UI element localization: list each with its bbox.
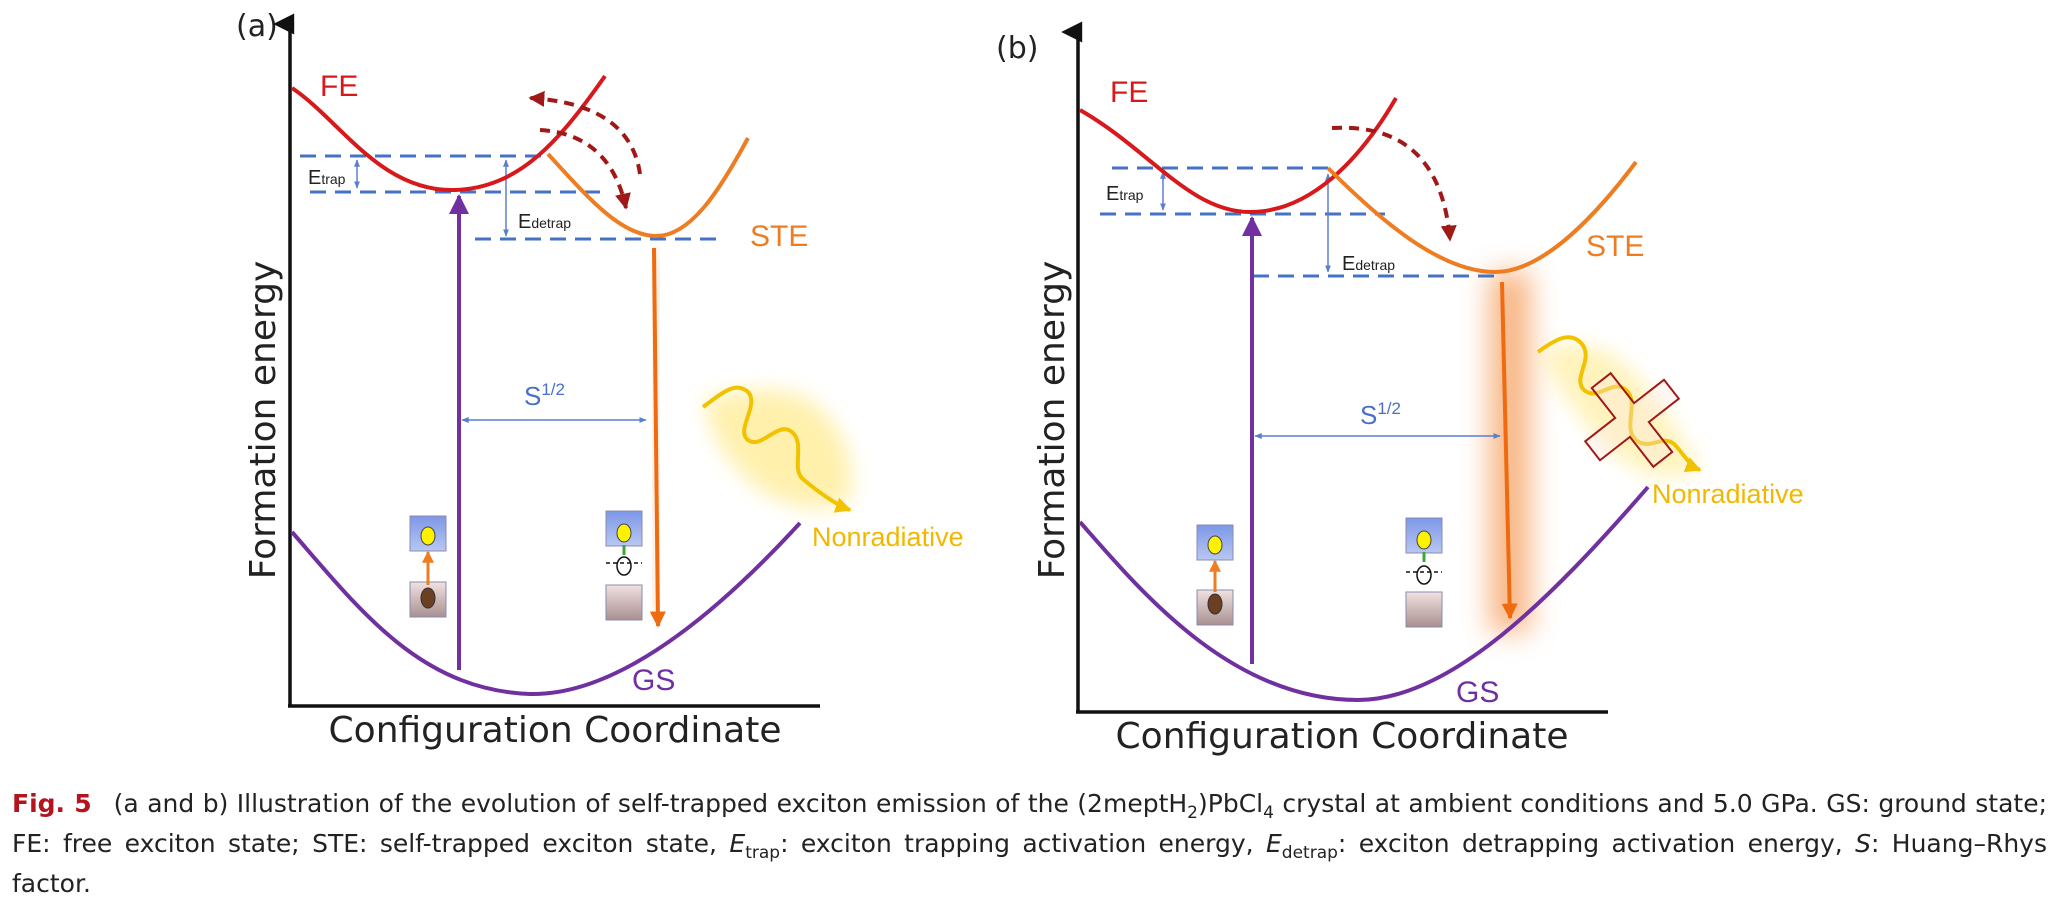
e-trap-label: Etrap [1106,183,1144,205]
fe-curve [1079,96,1398,215]
band-diagram-trapped-icon [1405,517,1443,628]
nonradiative-wave [701,385,852,513]
fe-label: FE [320,70,358,103]
ste-curve [1326,160,1638,275]
fe-curve [290,74,607,193]
blocked-cross-icon [1583,371,1681,469]
gs-label: GS [632,664,675,697]
ste-curve [546,137,750,239]
detrap-curved-arrow [528,90,642,175]
panel-label: (a) [236,9,278,44]
s-half-label: S1/2 [524,380,565,411]
nonradiative-label: Nonradiative [1652,479,1804,509]
ste-label: STE [750,220,808,253]
emission-arrow [1500,281,1518,620]
y-axis-title: Formation energy [1032,261,1073,580]
e-detrap-label: Edetrap [518,211,571,233]
gs-label: GS [1456,676,1499,709]
s-half-label: S1/2 [1360,399,1401,430]
fe-label: FE [1110,76,1148,109]
y-axis-title: Formation energy [243,261,284,580]
trap-curved-arrow [1331,125,1457,242]
gs-curve [1078,485,1650,703]
e-detrap-label: Edetrap [1342,253,1395,275]
gs-curve [290,521,802,697]
band-diagram-excitation-icon [409,515,447,618]
figure-caption: Fig. 5 (a and b) Illustration of the evol… [12,789,2048,898]
band-diagram-trapped-icon [605,510,643,621]
figure: (a) Formation energy Configuration Coord… [236,9,1804,757]
panel-label: (b) [996,31,1038,66]
nonradiative-glow [705,390,852,508]
figure-number: Fig. 5 [12,789,92,818]
e-trap-label: Etrap [308,167,346,189]
panel-a: (a) Formation energy Configuration Coord… [236,9,964,751]
panel-b: (b) Formation energy Configuration Coord… [996,21,1804,757]
x-axis-title: Configuration Coordinate [329,710,782,751]
nonradiative-wave [1536,335,1702,473]
ste-label: STE [1586,230,1644,263]
x-axis-title: Configuration Coordinate [1116,716,1569,757]
trap-curved-arrow [539,128,631,210]
nonradiative-label: Nonradiative [812,522,964,552]
band-diagram-excitation-icon [1196,524,1234,626]
emission-arrow [649,247,666,628]
